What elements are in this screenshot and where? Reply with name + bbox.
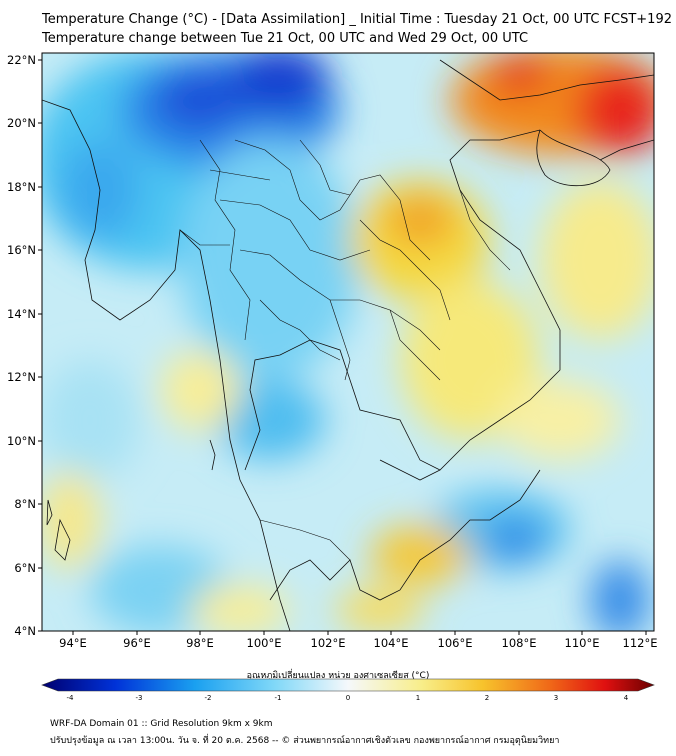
map-title: Temperature Change (°C) - [Data Assimila… [42,12,672,27]
lon-label-106: 106°E [438,636,473,650]
lat-label-12: 12°N [7,370,36,384]
colorbar: -4 -3 -2 -1 0 1 2 3 4 [41,678,655,702]
lon-label-98: 98°E [186,636,214,650]
lon-label-100: 100°E [247,636,282,650]
lon-label-108: 108°E [502,636,537,650]
map-subtitle: Temperature change between Tue 21 Oct, 0… [42,31,529,46]
colorbar-tick-neg3: -3 [136,694,143,702]
colorbar-tick-4: 4 [624,694,629,702]
longitude-axis: 94°E 96°E 98°E 100°E 102°E 104°E 106°E 1… [59,631,657,650]
lon-label-96: 96°E [123,636,151,650]
colorbar-tick-neg1: -1 [275,694,282,702]
lat-label-20: 20°N [7,116,36,130]
colorbar-tick-neg4: -4 [67,694,75,702]
lat-label-4: 4°N [14,624,36,638]
footer-credit: ปรับปรุงข้อมูล ณ เวลา 13:00น. วัน จ. ที่… [50,736,560,746]
lon-label-102: 102°E [311,636,346,650]
lon-label-112: 112°E [623,636,658,650]
province-borders [179,139,511,561]
lat-label-8: 8°N [14,497,36,511]
lon-label-94: 94°E [59,636,87,650]
lat-label-22: 22°N [7,53,36,67]
plot-frame [41,52,655,632]
lat-label-6: 6°N [14,561,36,575]
temperature-field [42,53,654,631]
lon-label-110: 110°E [565,636,600,650]
lat-label-18: 18°N [7,180,36,194]
lat-label-16: 16°N [7,243,36,257]
lat-label-10: 10°N [7,434,36,448]
colorbar-tick-3: 3 [554,694,558,702]
lon-label-104: 104°E [374,636,409,650]
footer-model-info: WRF-DA Domain 01 :: Grid Resolution 9km … [50,719,273,729]
lat-label-14: 14°N [7,307,36,321]
colorbar-tick-0: 0 [346,694,350,702]
colorbar-tick-neg2: -2 [205,694,212,702]
colorbar-bar [41,678,655,692]
colorbar-tick-1: 1 [416,694,420,702]
colorbar-title: อุณหภูมิเปลี่ยนแปลง หน่วย องศาเซลเซียส (… [246,671,430,681]
temperature-change-map: 22°N 20°N 18°N 16°N 14°N 12°N 10°N 8°N 6… [7,52,657,650]
colorbar-tick-2: 2 [485,694,489,702]
latitude-axis: 22°N 20°N 18°N 16°N 14°N 12°N 10°N 8°N 6… [7,53,42,638]
